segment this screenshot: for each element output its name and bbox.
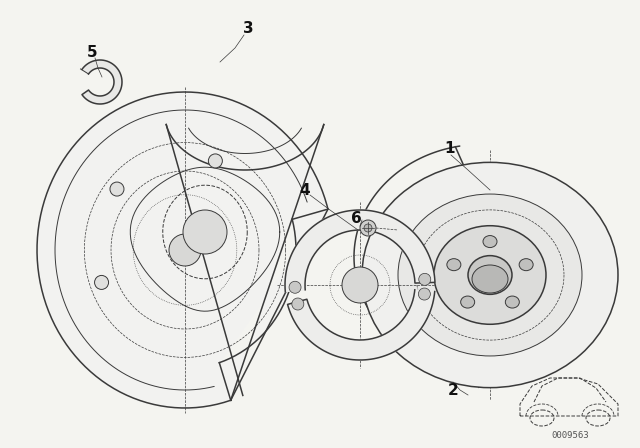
Ellipse shape bbox=[461, 296, 475, 308]
Text: 2: 2 bbox=[447, 383, 458, 397]
Ellipse shape bbox=[398, 194, 582, 356]
Ellipse shape bbox=[472, 265, 508, 293]
Text: 6: 6 bbox=[351, 211, 362, 225]
Ellipse shape bbox=[419, 288, 430, 300]
Ellipse shape bbox=[419, 273, 431, 285]
Ellipse shape bbox=[519, 258, 533, 271]
Ellipse shape bbox=[183, 210, 227, 254]
Polygon shape bbox=[82, 60, 122, 104]
Text: 5: 5 bbox=[86, 44, 97, 60]
Ellipse shape bbox=[364, 224, 372, 232]
Ellipse shape bbox=[360, 220, 376, 236]
Ellipse shape bbox=[292, 298, 304, 310]
Text: 3: 3 bbox=[243, 21, 253, 35]
Text: 4: 4 bbox=[300, 182, 310, 198]
Polygon shape bbox=[287, 290, 435, 360]
Ellipse shape bbox=[342, 267, 378, 303]
Ellipse shape bbox=[95, 276, 109, 289]
Polygon shape bbox=[285, 210, 435, 292]
Ellipse shape bbox=[110, 182, 124, 196]
Ellipse shape bbox=[289, 281, 301, 293]
Text: 1: 1 bbox=[445, 141, 455, 155]
Polygon shape bbox=[37, 92, 328, 408]
Ellipse shape bbox=[483, 236, 497, 248]
Ellipse shape bbox=[434, 226, 546, 324]
Text: 0009563: 0009563 bbox=[551, 431, 589, 439]
Ellipse shape bbox=[209, 154, 222, 168]
Ellipse shape bbox=[447, 258, 461, 271]
Ellipse shape bbox=[362, 162, 618, 388]
Ellipse shape bbox=[169, 234, 201, 266]
Ellipse shape bbox=[468, 256, 512, 294]
Ellipse shape bbox=[506, 296, 519, 308]
